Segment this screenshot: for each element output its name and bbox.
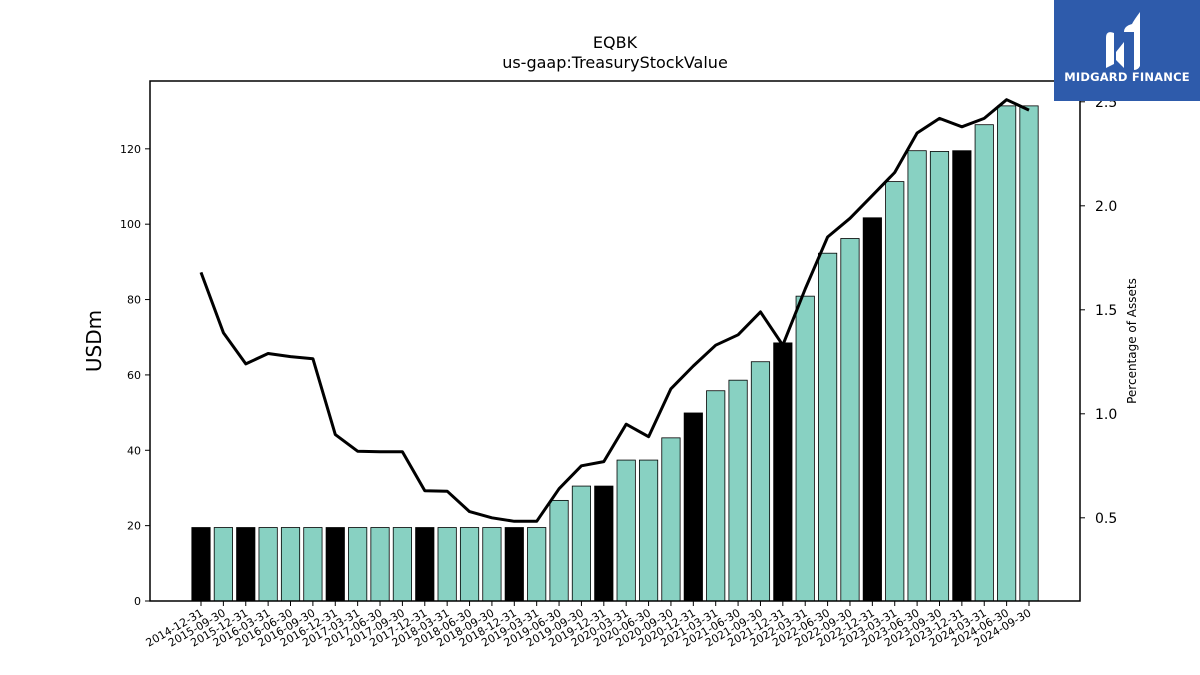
- bar: [885, 181, 905, 602]
- bar: [818, 252, 838, 602]
- y2-axis-label: Percentage of Assets: [1125, 278, 1139, 404]
- bar: [862, 217, 882, 602]
- plot-frame: [149, 80, 1081, 602]
- bar: [415, 527, 435, 602]
- bar: [840, 238, 860, 602]
- bar: [1019, 105, 1039, 602]
- midgard-logo-icon: [1106, 12, 1140, 70]
- bar: [661, 437, 681, 602]
- y-tick-label: 60: [127, 369, 141, 382]
- y2-tick-label: 1.5: [1095, 303, 1117, 319]
- bar: [258, 527, 278, 602]
- bars-layer: [191, 105, 1039, 602]
- bar: [370, 527, 390, 602]
- bar: [638, 459, 659, 602]
- y-tick-label: 120: [120, 143, 141, 156]
- y2-tick-label: 0.5: [1095, 511, 1117, 527]
- bar: [997, 105, 1017, 602]
- y-tick-label: 40: [127, 444, 141, 457]
- bar: [728, 379, 748, 602]
- bar: [773, 342, 793, 602]
- bar: [527, 527, 547, 602]
- bar: [236, 527, 256, 602]
- bar: [280, 527, 301, 602]
- bar: [504, 527, 524, 602]
- bar: [392, 527, 412, 602]
- y-axis-label: USDm: [82, 310, 106, 372]
- right-axis: 0.51.01.52.02.5: [1080, 95, 1117, 527]
- bar: [303, 527, 323, 602]
- bar: [191, 527, 211, 602]
- y-tick-label: 80: [127, 294, 141, 307]
- bar: [907, 150, 927, 602]
- bar: [459, 527, 480, 602]
- bar: [348, 527, 368, 602]
- bar: [706, 390, 726, 602]
- bar: [213, 527, 233, 602]
- y-tick-label: 20: [127, 520, 141, 533]
- y2-tick-label: 2.0: [1095, 199, 1117, 215]
- bar: [594, 485, 614, 602]
- bar: [974, 124, 994, 602]
- series-line: [199, 98, 1030, 523]
- brand-logo: MIDGARD FINANCE: [1054, 0, 1200, 101]
- brand-name: MIDGARD FINANCE: [1064, 70, 1190, 84]
- bar: [952, 150, 972, 602]
- x-axis: 2014-12-312015-09-302015-12-312016-03-31…: [144, 601, 1034, 650]
- bar: [549, 499, 569, 602]
- bar: [750, 361, 771, 602]
- bar: [325, 527, 345, 602]
- bar: [929, 151, 950, 602]
- y2-tick-label: 1.0: [1095, 407, 1117, 423]
- chart-subtitle: us-gaap:TreasuryStockValue: [502, 53, 728, 72]
- bar: [795, 295, 815, 602]
- bar: [437, 527, 457, 602]
- bar: [683, 412, 703, 602]
- line-layer: [199, 98, 1030, 523]
- bar: [616, 459, 636, 602]
- y-tick-label: 0: [134, 595, 141, 608]
- left-axis: 0 20 40 60 80 100 120: [120, 143, 150, 608]
- chart-title: EQBK: [593, 33, 638, 52]
- bar: [571, 485, 592, 602]
- bar: [482, 527, 502, 602]
- y-tick-label: 100: [120, 218, 141, 231]
